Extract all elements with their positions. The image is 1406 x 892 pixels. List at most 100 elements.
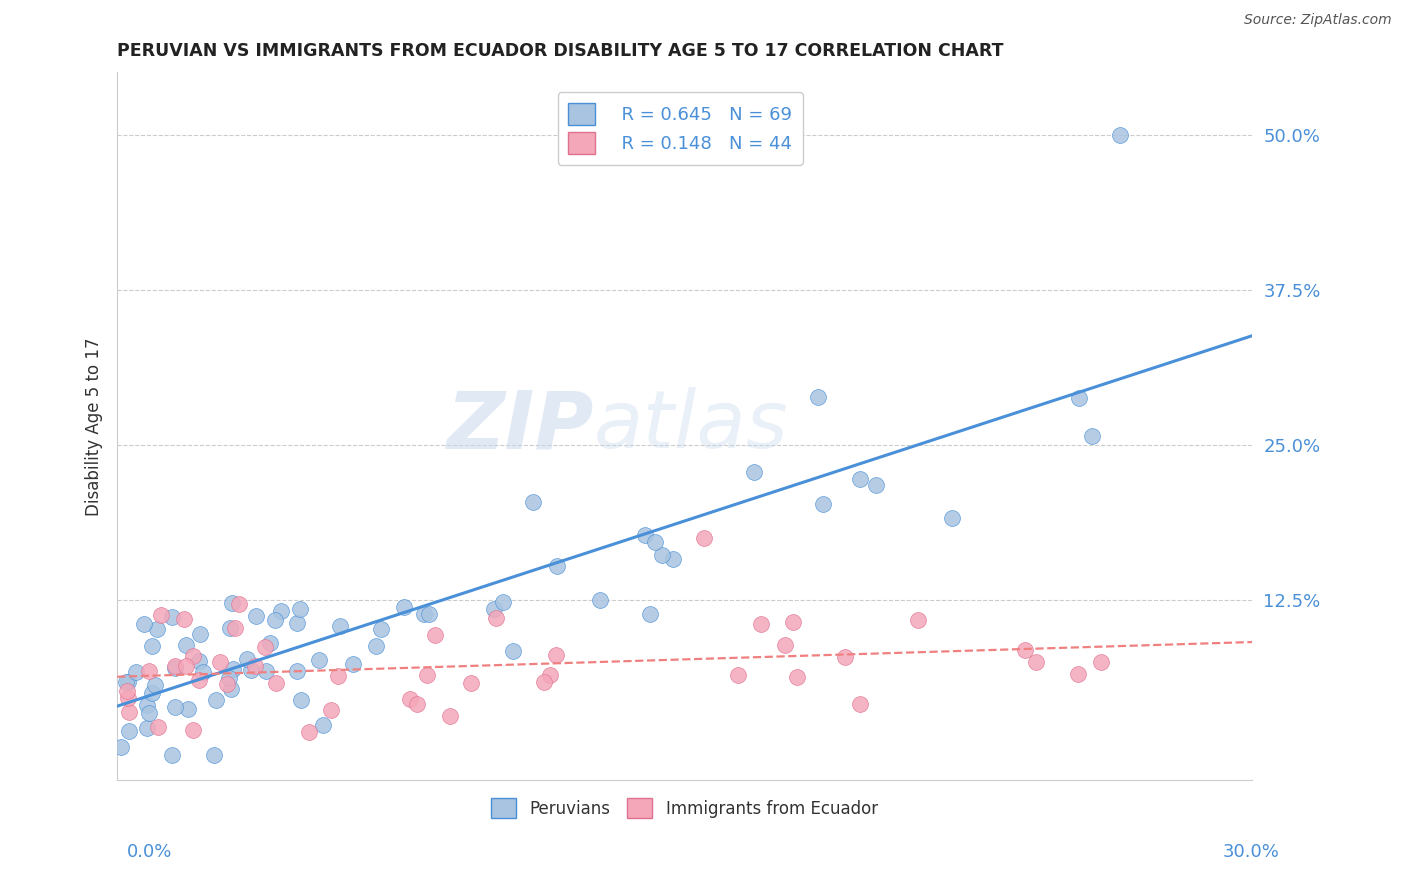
Point — [270, 604, 292, 618]
Point — [285, 665, 308, 679]
Y-axis label: Disability Age 5 to 17: Disability Age 5 to 17 — [86, 337, 103, 516]
Legend: Peruvians, Immigrants from Ecuador: Peruvians, Immigrants from Ecuador — [485, 791, 884, 825]
Point — [1014, 643, 1036, 657]
Point — [640, 607, 662, 622]
Point — [135, 721, 157, 735]
Point — [538, 667, 561, 681]
Point — [492, 595, 515, 609]
Point — [219, 620, 242, 634]
Text: 30.0%: 30.0% — [1223, 843, 1279, 861]
Point — [588, 592, 610, 607]
Point — [1069, 392, 1091, 406]
Point — [413, 607, 436, 621]
Point — [439, 709, 461, 723]
Point — [254, 664, 277, 678]
Point — [138, 665, 160, 679]
Point — [416, 667, 439, 681]
Point — [907, 613, 929, 627]
Point — [406, 698, 429, 712]
Point — [124, 665, 146, 679]
Point — [290, 693, 312, 707]
Text: atlas: atlas — [593, 387, 789, 466]
Point — [190, 627, 212, 641]
Point — [163, 661, 186, 675]
Point — [786, 670, 808, 684]
Point — [117, 691, 139, 706]
Point — [219, 681, 242, 696]
Point — [285, 615, 308, 630]
Point — [181, 723, 204, 737]
Point — [502, 643, 524, 657]
Point — [485, 611, 508, 625]
Point — [423, 627, 446, 641]
Point — [162, 748, 184, 763]
Point — [208, 655, 231, 669]
Point — [146, 623, 169, 637]
Point — [222, 662, 245, 676]
Point — [482, 601, 505, 615]
Point — [259, 635, 281, 649]
Point — [546, 558, 568, 573]
Point — [849, 697, 872, 711]
Point — [865, 478, 887, 492]
Point — [135, 698, 157, 712]
Point — [132, 617, 155, 632]
Point — [138, 706, 160, 720]
Point — [187, 673, 209, 687]
Point — [749, 616, 772, 631]
Point — [773, 638, 796, 652]
Point — [115, 684, 138, 698]
Point — [224, 621, 246, 635]
Text: Source: ZipAtlas.com: Source: ZipAtlas.com — [1244, 13, 1392, 28]
Point — [115, 674, 138, 689]
Point — [727, 668, 749, 682]
Point — [692, 531, 714, 545]
Point — [243, 659, 266, 673]
Point — [1025, 656, 1047, 670]
Point — [366, 639, 388, 653]
Point — [215, 677, 238, 691]
Point — [460, 676, 482, 690]
Point — [141, 640, 163, 654]
Point — [174, 659, 197, 673]
Point — [218, 671, 240, 685]
Point — [298, 725, 321, 739]
Point — [245, 609, 267, 624]
Point — [834, 650, 856, 665]
Point — [162, 610, 184, 624]
Point — [143, 678, 166, 692]
Point — [742, 465, 765, 479]
Point — [807, 390, 830, 404]
Point — [546, 648, 568, 662]
Point — [181, 649, 204, 664]
Point — [118, 705, 141, 719]
Point — [533, 675, 555, 690]
Point — [141, 686, 163, 700]
Text: 0.0%: 0.0% — [127, 843, 172, 861]
Point — [328, 668, 350, 682]
Point — [941, 510, 963, 524]
Point — [342, 657, 364, 672]
Point — [1067, 667, 1090, 681]
Point — [782, 615, 804, 629]
Text: PERUVIAN VS IMMIGRANTS FROM ECUADOR DISABILITY AGE 5 TO 17 CORRELATION CHART: PERUVIAN VS IMMIGRANTS FROM ECUADOR DISA… — [117, 42, 1004, 60]
Point — [146, 720, 169, 734]
Point — [319, 703, 342, 717]
Point — [811, 497, 834, 511]
Point — [221, 596, 243, 610]
Point — [240, 663, 263, 677]
Point — [235, 652, 257, 666]
Point — [644, 535, 666, 549]
Point — [204, 748, 226, 763]
Point — [399, 692, 422, 706]
Point — [849, 472, 872, 486]
Point — [308, 653, 330, 667]
Point — [205, 693, 228, 707]
Point — [634, 528, 657, 542]
Point — [173, 612, 195, 626]
Point — [522, 494, 544, 508]
Point — [118, 724, 141, 739]
Text: ZIP: ZIP — [447, 387, 593, 466]
Point — [370, 623, 392, 637]
Point — [110, 739, 132, 754]
